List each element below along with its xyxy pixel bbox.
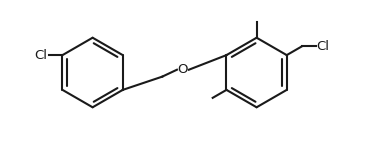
Text: Cl: Cl	[317, 40, 330, 53]
Text: Cl: Cl	[35, 49, 48, 62]
Text: O: O	[178, 63, 188, 76]
